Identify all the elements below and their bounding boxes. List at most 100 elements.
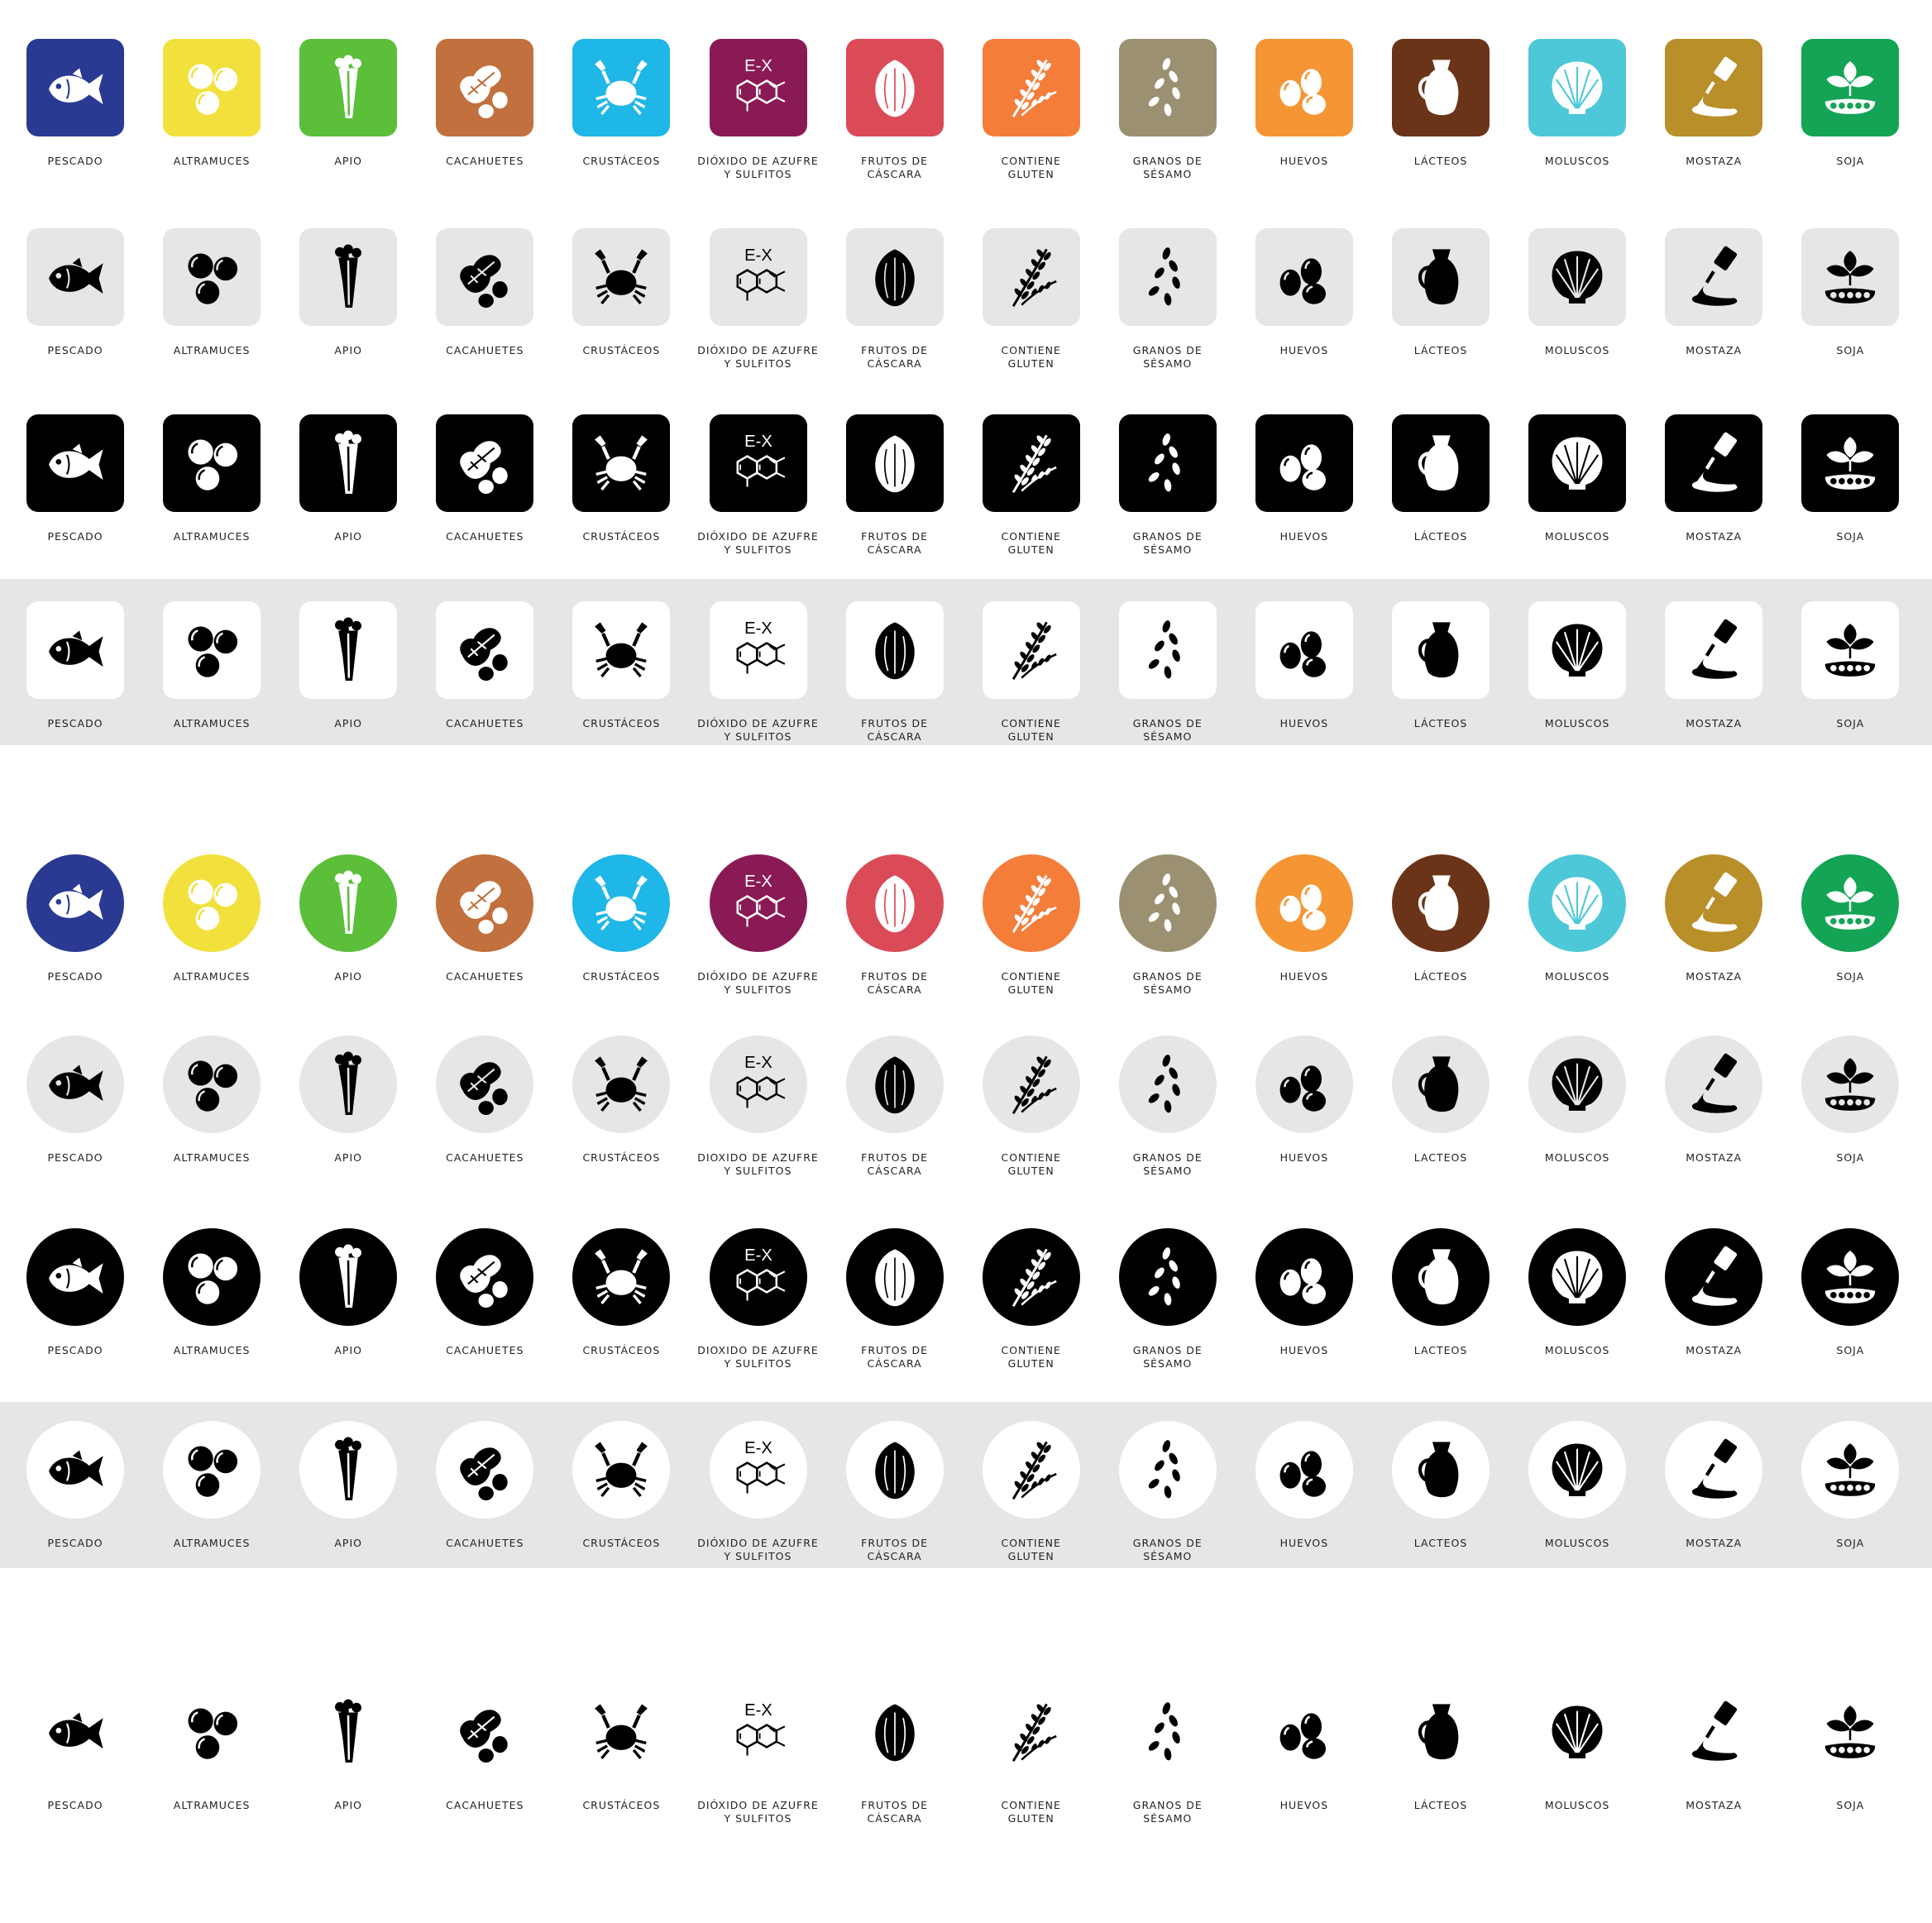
svg-text:E-X: E-X: [744, 619, 772, 638]
sulphite-molecule-icon: E-X: [709, 1228, 807, 1326]
allergen-card-soja: SOJA: [1781, 601, 1922, 729]
allergen-card-altramuces: ALTRAMUCES: [143, 601, 284, 729]
allergen-label: CACAHUETES: [446, 155, 524, 167]
allergen-label: MOLUSCOS: [1544, 530, 1610, 543]
allergen-label: CRUSTÁCEOS: [582, 1537, 661, 1549]
allergen-card-gluten: CONTIENE GLUTEN: [963, 1421, 1103, 1562]
crab-icon: [572, 1683, 670, 1781]
allergen-label: GRANOS DE SÉSAMO: [1132, 530, 1203, 556]
celery-icon: [299, 39, 398, 136]
allergen-label: LACTEOS: [1413, 1537, 1468, 1549]
allergen-label: DIÓXIDO DE AZUFRE Y SULFITOS: [697, 530, 819, 556]
allergen-card-mostaza: MOSTAZA: [1645, 39, 1786, 167]
allergen-card-sesamo: GRANOS DE SÉSAMO: [1099, 601, 1240, 743]
svg-text:E-X: E-X: [744, 1246, 772, 1265]
crab-icon: [572, 1036, 671, 1133]
allergen-label: APIO: [334, 717, 362, 729]
allergen-card-crustaceos: CRUSTÁCEOS: [552, 1421, 693, 1549]
allergen-label: HUEVOS: [1279, 155, 1329, 167]
allergen-label: MOLUSCOS: [1544, 1537, 1610, 1549]
allergen-label: DIÓXIDO DE AZUFRE Y SULFITOS: [697, 344, 819, 370]
allergen-label: LÁCTEOS: [1413, 970, 1468, 983]
sulphite-molecule-icon: E-X: [709, 39, 807, 136]
celery-icon: [299, 414, 398, 512]
sulphite-molecule-icon: E-X: [709, 228, 807, 326]
allergen-card-gluten: CONTIENE GLUTEN: [963, 414, 1103, 556]
allergen-label: CRUSTÁCEOS: [582, 717, 661, 729]
allergen-label: ALTRAMUCES: [173, 1151, 251, 1164]
allergen-label: GRANOS DE SÉSAMO: [1132, 1537, 1203, 1562]
allergen-card-frutos: FRUTOS DE CÁSCARA: [826, 1421, 967, 1562]
wheat-icon: [982, 228, 1080, 326]
sesame-seeds-icon: [1118, 1228, 1217, 1326]
allergen-card-soja: SOJA: [1781, 1421, 1922, 1549]
allergen-label: GRANOS DE SÉSAMO: [1132, 717, 1203, 743]
fish-icon: [26, 854, 124, 952]
peanut-icon: [436, 228, 534, 326]
allergen-label: DIÓXIDO DE AZUFRE Y SULFITOS: [697, 970, 819, 996]
celery-icon: [299, 1421, 398, 1519]
icon-row-circle-gray: PESCADO ALTRAMUCES APIO CACAHUETES CRUST…: [0, 1036, 1932, 1177]
wheat-icon: [982, 1228, 1080, 1326]
allergen-card-sesamo: GRANOS DE SÉSAMO: [1099, 1228, 1240, 1370]
allergen-card-gluten: CONTIENE GLUTEN: [963, 854, 1103, 996]
allergen-label: CACAHUETES: [446, 344, 524, 356]
mustard-bottle-icon: [1665, 1036, 1763, 1133]
allergen-label: HUEVOS: [1279, 530, 1329, 543]
milk-jug-icon: [1392, 1036, 1490, 1133]
allergen-label: HUEVOS: [1279, 1799, 1329, 1811]
allergen-label: MOSTAZA: [1686, 1799, 1743, 1811]
allergen-label: FRUTOS DE CÁSCARA: [861, 1151, 929, 1177]
allergen-card-gluten: CONTIENE GLUTEN: [963, 601, 1103, 743]
allergen-card-lacteos: LÁCTEOS: [1372, 1683, 1513, 1811]
allergen-card-moluscos: MOLUSCOS: [1509, 601, 1649, 729]
icon-row-square-white: PESCADO ALTRAMUCES APIO CACAHUETES CRUST…: [0, 601, 1932, 743]
lupin-icon: [163, 228, 261, 326]
allergen-card-mostaza: MOSTAZA: [1645, 1036, 1786, 1164]
allergen-card-frutos: FRUTOS DE CÁSCARA: [826, 854, 967, 996]
milk-jug-icon: [1392, 39, 1490, 136]
celery-icon: [299, 1228, 398, 1326]
allergen-card-apio: APIO: [280, 228, 420, 356]
peanut-icon: [436, 1036, 534, 1133]
allergen-label: LÁCTEOS: [1413, 1799, 1468, 1811]
allergen-card-apio: APIO: [280, 1683, 420, 1811]
peanut-icon: [436, 39, 534, 136]
allergen-card-altramuces: ALTRAMUCES: [143, 1036, 284, 1164]
allergen-card-altramuces: ALTRAMUCES: [143, 414, 284, 543]
allergen-label: CACAHUETES: [446, 1799, 524, 1811]
allergen-label: DIÓXIDO DE AZUFRE Y SULFITOS: [697, 717, 819, 743]
allergen-label: GRANOS DE SÉSAMO: [1132, 1344, 1203, 1370]
milk-jug-icon: [1392, 1228, 1490, 1326]
celery-icon: [299, 1683, 397, 1781]
allergen-card-apio: APIO: [280, 601, 420, 729]
walnut-icon: [845, 601, 944, 699]
allergen-card-moluscos: MOLUSCOS: [1509, 414, 1649, 543]
allergen-card-apio: APIO: [280, 854, 420, 983]
allergen-card-huevos: HUEVOS: [1236, 1683, 1376, 1811]
allergen-label: CONTIENE GLUTEN: [1001, 530, 1061, 556]
sesame-seeds-icon: [1118, 1036, 1217, 1133]
lupin-icon: [163, 414, 261, 512]
mustard-bottle-icon: [1665, 601, 1763, 699]
allergen-card-pescado: PESCADO: [7, 39, 147, 167]
shell-icon: [1528, 1036, 1627, 1133]
svg-text:E-X: E-X: [744, 1701, 772, 1720]
soy-plant-icon: [1801, 1683, 1899, 1781]
allergen-label: CONTIENE GLUTEN: [1001, 1344, 1061, 1370]
milk-jug-icon: [1392, 228, 1490, 326]
allergen-card-mostaza: MOSTAZA: [1645, 1228, 1786, 1356]
milk-jug-icon: [1392, 854, 1490, 952]
allergen-label: CACAHUETES: [446, 1344, 524, 1356]
allergen-label: LÁCTEOS: [1413, 717, 1468, 729]
allergen-label: ALTRAMUCES: [173, 1799, 251, 1811]
milk-jug-icon: [1392, 1683, 1490, 1781]
allergen-card-frutos: FRUTOS DE CÁSCARA: [826, 1228, 967, 1370]
allergen-card-crustaceos: CRUSTÁCEOS: [552, 414, 693, 543]
allergen-label: FRUTOS DE CÁSCARA: [861, 1537, 929, 1562]
allergen-card-dioxido: E-X DIÓXIDO DE AZUFRE Y SULFITOS: [690, 601, 830, 743]
allergen-label: MOSTAZA: [1686, 155, 1743, 167]
allergen-card-apio: APIO: [280, 414, 420, 543]
mustard-bottle-icon: [1665, 39, 1763, 136]
allergen-card-cacahuetes: CACAHUETES: [416, 1683, 557, 1811]
